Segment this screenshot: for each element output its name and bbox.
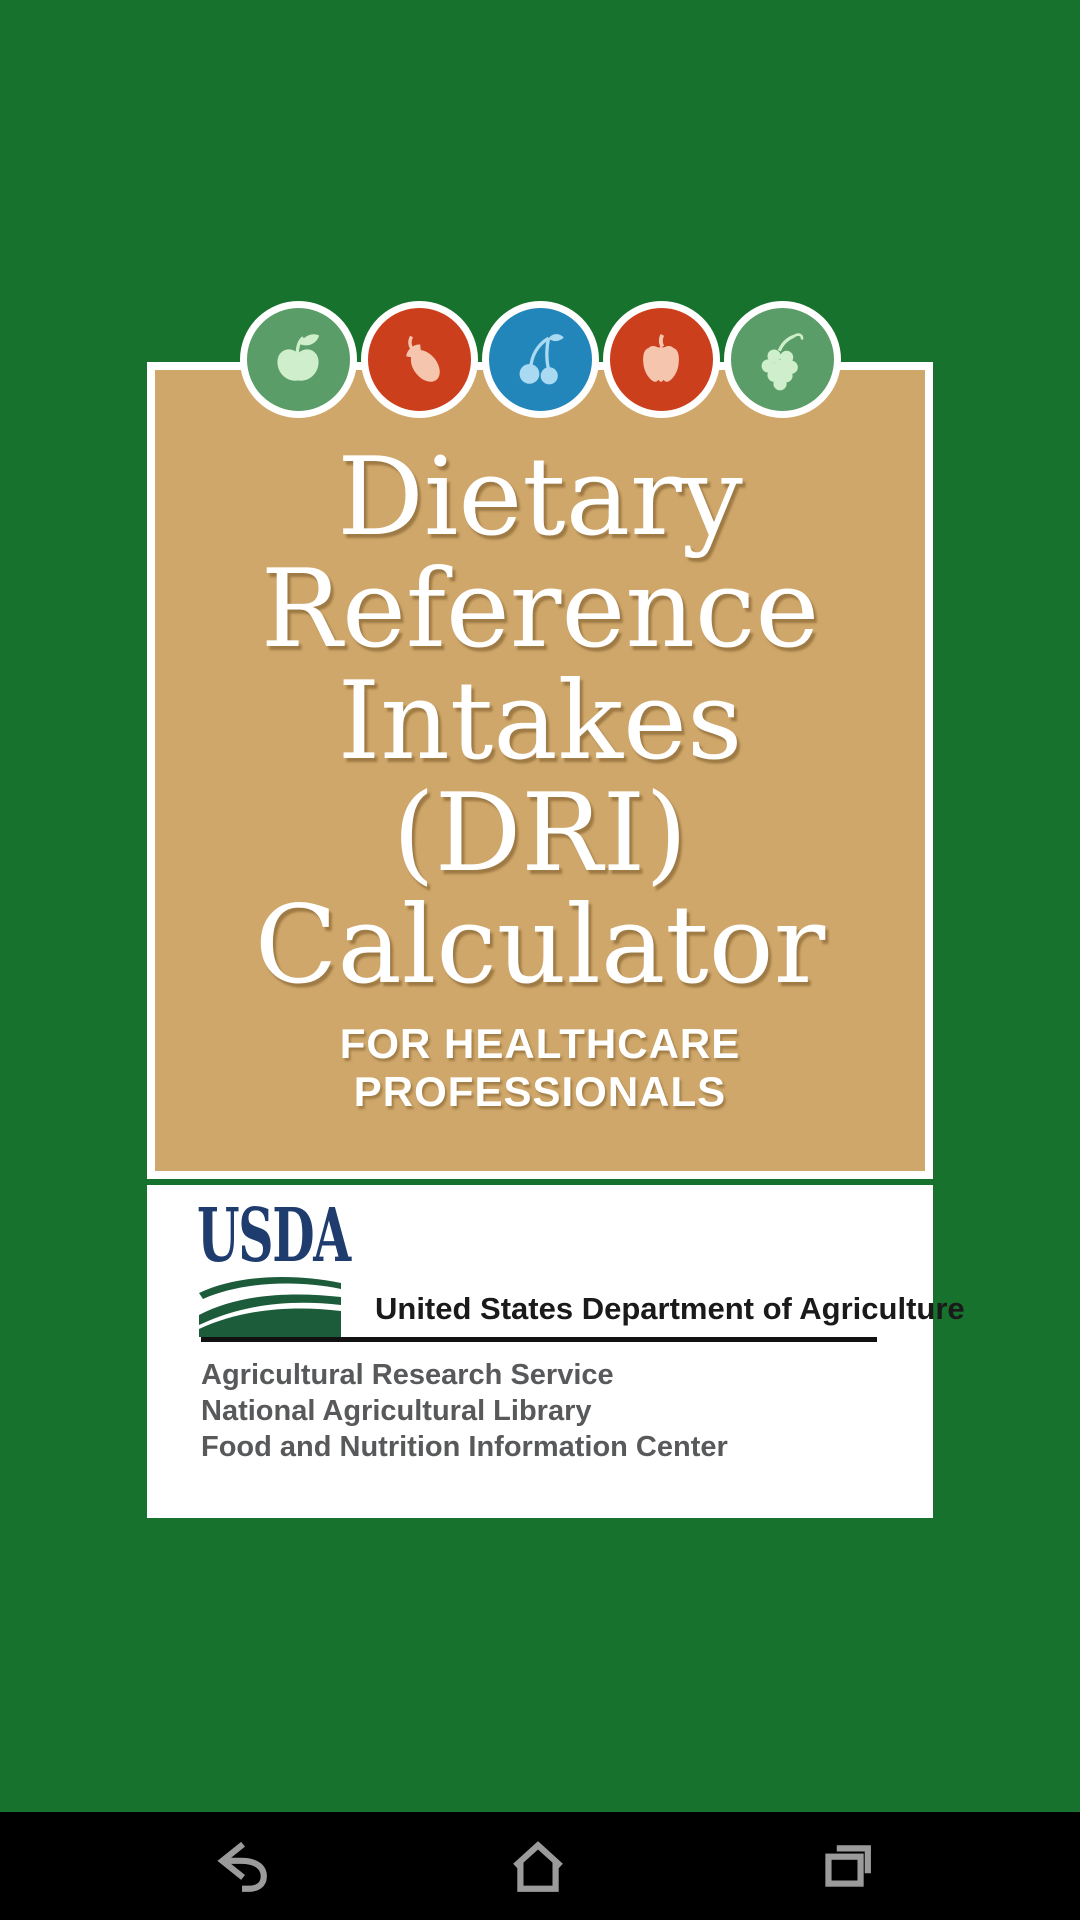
usda-org-list: Agricultural Research Service National A… (201, 1357, 728, 1465)
title-card: Dietary Reference Intakes (DRI) Calculat… (147, 301, 933, 1179)
usda-field-swoosh-icon (199, 1277, 341, 1337)
app-title-line: Intakes (337, 659, 743, 784)
usda-org-line: Food and Nutrition Information Center (201, 1431, 728, 1463)
app-title-line: Calculator (254, 883, 826, 1008)
usda-org-line: Agricultural Research Service (201, 1359, 614, 1391)
grapes-icon (723, 301, 841, 418)
back-icon (217, 1841, 267, 1892)
usda-org-line: National Agricultural Library (201, 1395, 592, 1427)
usda-logo-text: USDA (197, 1193, 351, 1279)
back-button[interactable] (187, 1812, 295, 1920)
recents-button[interactable] (790, 1812, 898, 1920)
app-title-line: Reference (260, 547, 820, 672)
bell-pepper-icon (602, 301, 720, 418)
apple-icon (239, 301, 357, 418)
app-title-line: Dietary (337, 435, 743, 560)
usda-card: USDA United States Department of Agricul… (147, 1185, 965, 1518)
home-button[interactable] (484, 1812, 592, 1920)
app-title: Dietary Reference Intakes (DRI) Calculat… (155, 442, 925, 1002)
recents-icon (825, 1845, 871, 1887)
cherries-icon (481, 301, 599, 418)
android-navbar (0, 1812, 1080, 1920)
eggplant-icon (360, 301, 478, 418)
home-icon (513, 1841, 563, 1892)
app-title-line: (DRI) (392, 771, 688, 896)
app-subtitle: FOR HEALTHCARE PROFESSIONALS (339, 1020, 741, 1115)
usda-department-name: United States Department of Agriculture (375, 1291, 965, 1326)
fruit-icons-row (155, 301, 925, 418)
usda-divider (201, 1337, 877, 1342)
